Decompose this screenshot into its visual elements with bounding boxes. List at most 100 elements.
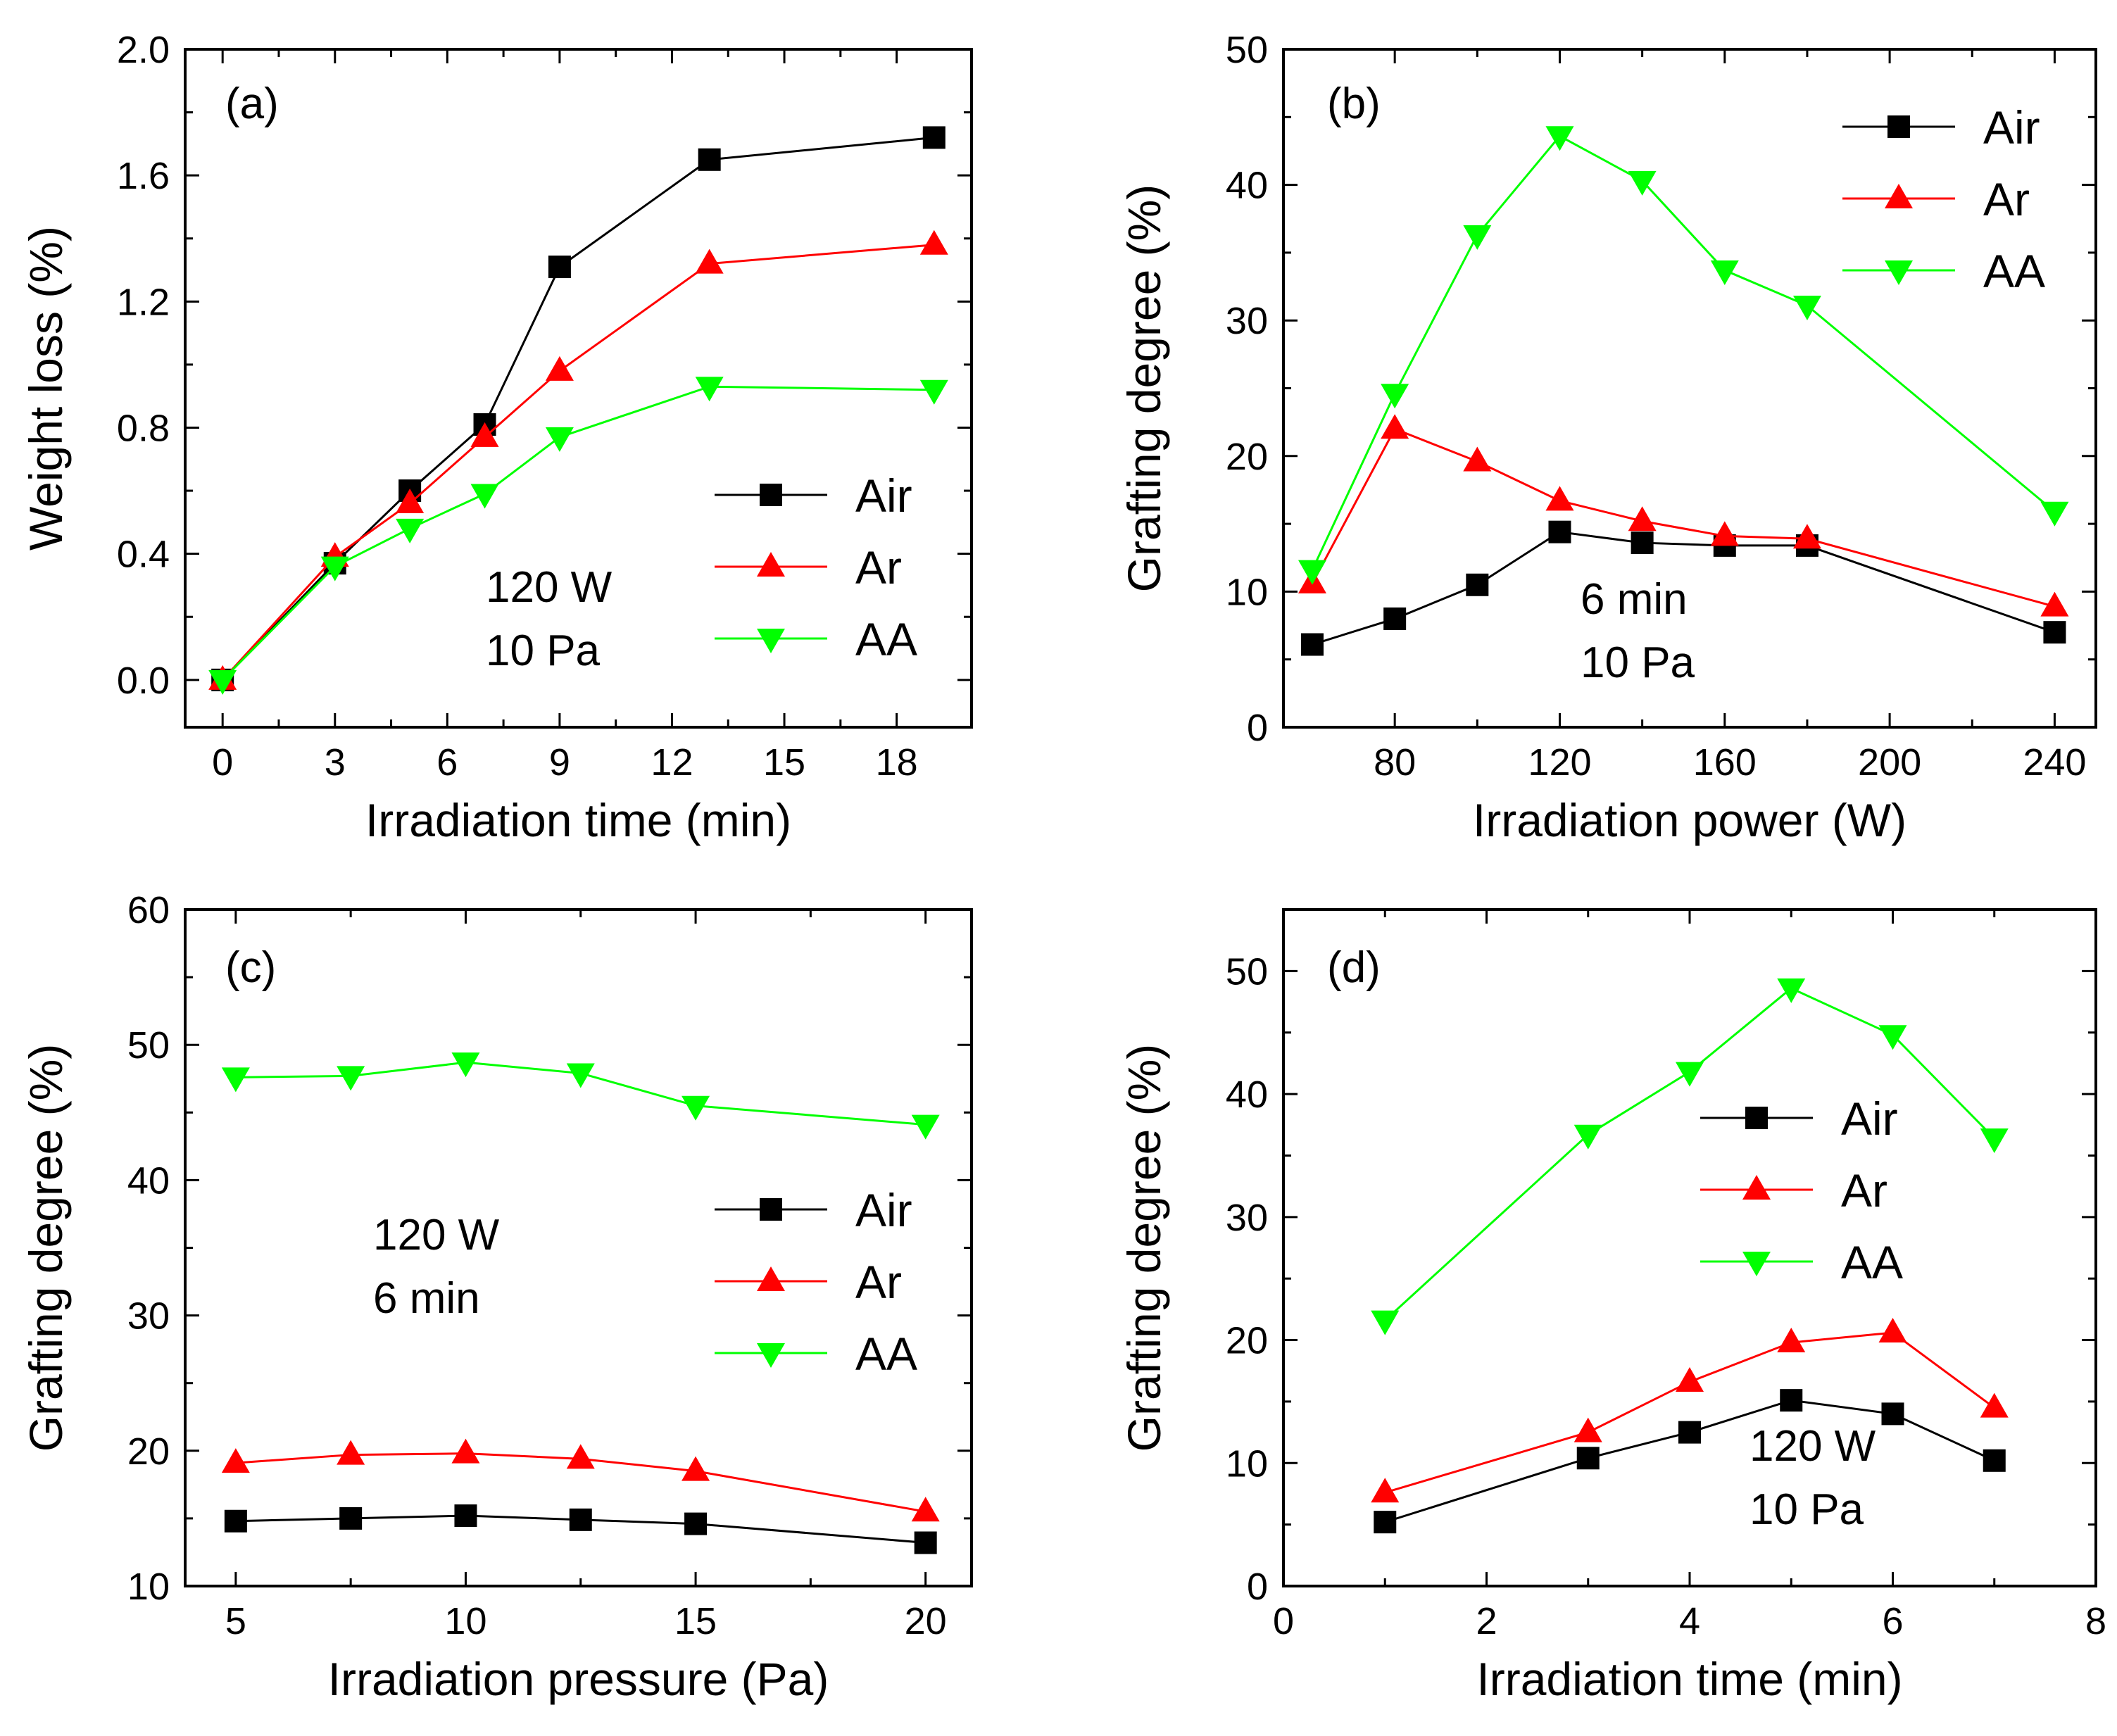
data-point-ar <box>695 249 724 274</box>
data-point-air <box>1383 607 1407 630</box>
panel-label: (a) <box>225 80 279 128</box>
data-point-air <box>684 1512 708 1535</box>
x-tick-label: 2 <box>1476 1600 1497 1642</box>
data-point-ar <box>919 229 948 255</box>
data-point-ar <box>1545 486 1574 511</box>
series-line-air <box>235 1514 926 1544</box>
y-tick-label: 10 <box>1226 571 1268 613</box>
y-tick-label: 0.0 <box>117 660 170 702</box>
x-tick-label: 3 <box>325 741 346 784</box>
y-axis-title: Weight loss (%) <box>20 226 72 551</box>
y-tick-label: 1.6 <box>117 155 170 197</box>
y-tick-label: 0 <box>1247 707 1268 749</box>
data-point-ar <box>451 1438 480 1464</box>
data-point-aa <box>1371 1310 1400 1335</box>
data-point-ar <box>1381 414 1409 439</box>
y-tick-label: 10 <box>127 1566 170 1608</box>
annotation-text: 10 Pa <box>1581 639 1695 687</box>
data-point-aa <box>1463 225 1492 250</box>
data-point-aa <box>1573 1124 1602 1150</box>
chart-panel-b: 80 120 160 200 240 0 10 20 30 40 50 Irradiation pow… <box>1118 29 2097 846</box>
y-tick-label: 40 <box>1226 165 1268 207</box>
y-tick-label: 30 <box>127 1295 170 1338</box>
data-point-air <box>454 1504 477 1528</box>
y-tick-label: 30 <box>1226 300 1268 342</box>
data-point-aa <box>1980 1128 2009 1153</box>
x-tick-label: 200 <box>1858 741 1921 784</box>
y-axis-title: Grafting degree (%) <box>20 1044 72 1452</box>
y-tick-label: 60 <box>127 889 170 931</box>
y-tick-label: 30 <box>1226 1197 1268 1239</box>
annotation-text: 120 W <box>1749 1422 1876 1471</box>
data-point-air <box>1983 1449 2006 1472</box>
data-point-aa <box>1878 1025 1907 1050</box>
legend-marker <box>757 552 785 577</box>
data-point-air <box>1576 1447 1600 1470</box>
chart-panel-c: 5 10 15 20 10 20 30 40 50 60 Irradiation pressure … <box>20 889 973 1705</box>
data-point-air <box>1374 1511 1397 1534</box>
data-point-aa <box>208 669 237 695</box>
x-axis-title: Irradiation power (W) <box>1473 794 1906 846</box>
y-tick-label: 20 <box>127 1430 170 1473</box>
legend-label: AA <box>855 613 917 665</box>
data-point-ar <box>681 1456 710 1481</box>
data-point-aa <box>1676 1062 1704 1087</box>
data-point-ar <box>1878 1318 1907 1343</box>
data-point-ar <box>566 1444 595 1469</box>
x-tick-label: 5 <box>225 1600 246 1642</box>
plot-frame <box>184 48 973 729</box>
data-point-aa <box>320 556 349 581</box>
legend-marker <box>757 1343 785 1368</box>
legend-label: Air <box>855 470 912 522</box>
data-point-aa <box>451 1052 480 1078</box>
data-point-ar <box>911 1497 940 1522</box>
data-point-air <box>914 1531 937 1554</box>
x-tick-label: 160 <box>1693 741 1757 784</box>
data-point-ar <box>2040 591 2069 617</box>
panel-label: (b) <box>1327 80 1381 128</box>
legend: Air Ar AA <box>715 470 917 665</box>
x-tick-label: 240 <box>2023 741 2086 784</box>
data-point-aa <box>1777 978 1806 1003</box>
data-point-aa <box>1381 384 1409 409</box>
annotation-text: 6 min <box>1581 575 1688 624</box>
data-point-aa <box>337 1066 365 1091</box>
x-tick-label: 12 <box>651 741 693 784</box>
x-tick-label: 15 <box>674 1600 717 1642</box>
data-point-aa <box>1298 560 1327 585</box>
data-point-air <box>1466 573 1489 596</box>
annotation-text: 6 min <box>373 1274 480 1323</box>
x-tick-label: 6 <box>1882 1600 1903 1642</box>
y-tick-label: 40 <box>127 1159 170 1202</box>
annotation-text: 120 W <box>486 563 613 612</box>
x-axis-title: Irradiation time (min) <box>365 794 791 846</box>
data-point-ar <box>1676 1366 1704 1392</box>
series-line-air <box>1312 531 2055 646</box>
data-point-ar <box>470 422 499 447</box>
x-axis-title: Irradiation time (min) <box>1476 1653 1902 1705</box>
data-point-aa <box>919 379 948 405</box>
legend-marker <box>1887 115 1910 138</box>
data-point-air <box>569 1508 592 1531</box>
data-point-air <box>548 256 571 279</box>
y-tick-label: 20 <box>1226 1320 1268 1362</box>
data-point-air <box>698 148 721 171</box>
x-tick-label: 9 <box>549 741 570 784</box>
y-tick-label: 0 <box>1247 1566 1268 1608</box>
x-axis-title: Irradiation pressure (Pa) <box>328 1653 829 1705</box>
y-tick-label: 40 <box>1226 1074 1268 1116</box>
legend-label: Air <box>855 1184 912 1236</box>
data-point-air <box>1631 532 1654 555</box>
data-point-aa <box>1545 126 1574 151</box>
chart-panel-d: 0 2 4 6 8 0 10 20 30 40 50 Irradiation time (min) Gr… <box>1118 908 2106 1705</box>
y-tick-label: 10 <box>1226 1442 1268 1485</box>
legend: Air Ar AA <box>1842 101 2045 297</box>
y-tick-label: 0.4 <box>117 534 170 576</box>
annotation-text: 120 W <box>373 1211 500 1259</box>
x-tick-label: 8 <box>2085 1600 2106 1642</box>
x-tick-label: 10 <box>444 1600 486 1642</box>
data-point-aa <box>911 1114 940 1140</box>
y-tick-label: 20 <box>1226 436 1268 478</box>
data-point-ar <box>1628 506 1657 532</box>
